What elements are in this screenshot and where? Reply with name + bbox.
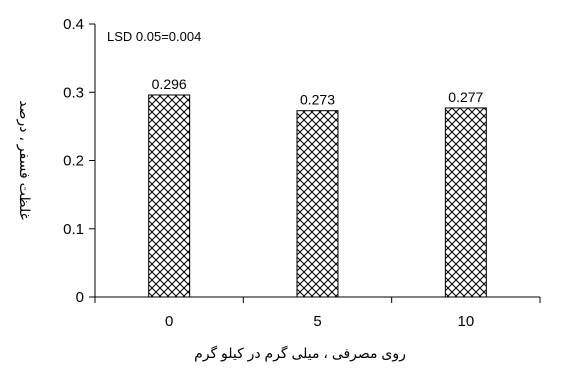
bars — [148, 94, 487, 298]
bar-data-label: 0.273 — [300, 92, 335, 108]
y-axis-title: غلظت فسفر ، درصد — [16, 100, 33, 220]
x-ticks: 0 5 10 — [94, 297, 541, 330]
y-tick-label: 0.4 — [63, 16, 84, 33]
x-axis-title: روی مصرفی ، میلی گرم در کیلو گرم — [194, 345, 406, 362]
y-ticks: 0 0.1 0.2 0.3 0.4 — [63, 16, 95, 306]
bar — [148, 94, 191, 298]
bar-data-label: 0.296 — [152, 76, 187, 92]
y-tick-label: 0.2 — [63, 153, 84, 170]
x-tick-label: 10 — [457, 313, 474, 330]
data-labels: 0.296 0.273 0.277 — [152, 76, 484, 108]
x-tick-label: 0 — [165, 313, 173, 330]
plot-area: 0 0.1 0.2 0.3 0.4 0 5 10 0.296 0.273 0.277 — [63, 16, 541, 330]
bar — [296, 110, 339, 298]
lsd-annotation: LSD 0.05=0.004 — [107, 29, 201, 44]
bar-data-label: 0.277 — [448, 89, 483, 105]
x-tick-label: 5 — [313, 313, 321, 330]
bar — [444, 107, 487, 298]
y-tick-label: 0 — [76, 289, 84, 306]
y-tick-label: 0.3 — [63, 84, 84, 101]
y-tick-label: 0.1 — [63, 221, 84, 238]
